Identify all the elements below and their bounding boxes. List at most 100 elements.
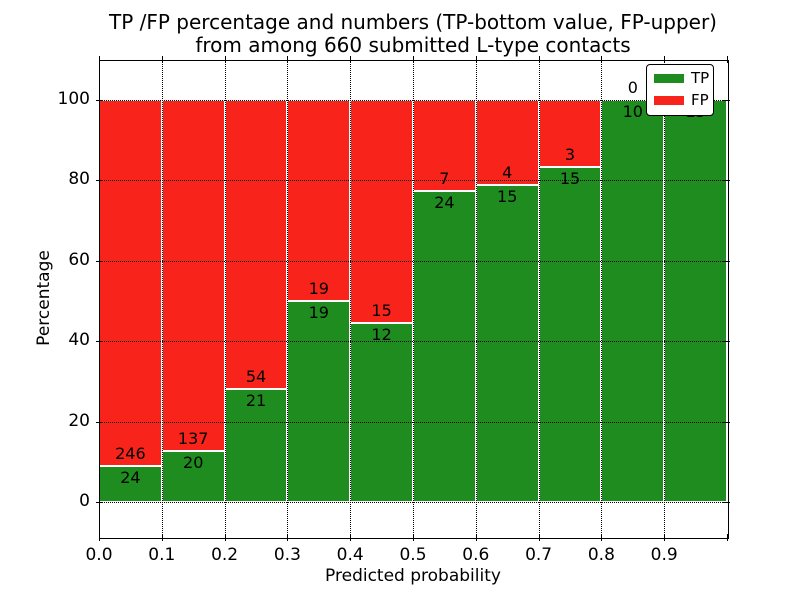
legend-swatch-fp-icon	[654, 96, 684, 105]
x-tick-mark	[475, 56, 477, 63]
x-tick-mark	[727, 56, 728, 63]
x-tick-mark	[664, 534, 666, 541]
x-tick-mark	[413, 56, 414, 63]
x-tick-mark	[161, 56, 163, 63]
x-tick-mark	[538, 534, 540, 541]
bar-segment-tp	[538, 167, 602, 502]
x-axis-label: Predicted probability	[325, 566, 501, 586]
x-tick-mark	[224, 56, 226, 63]
bar-segment-tp	[413, 190, 476, 502]
y-tick-mark	[723, 100, 730, 101]
bar-segment-tp	[475, 184, 539, 502]
y-tick-label: 80	[68, 169, 90, 190]
y-tick-mark	[96, 421, 103, 423]
bar-label-tp: 20	[183, 452, 204, 472]
gridline-vertical	[664, 60, 666, 537]
x-tick-label: 0.1	[148, 545, 176, 565]
x-tick-mark	[161, 534, 163, 541]
x-tick-label: 0.6	[462, 545, 490, 565]
x-tick-mark	[538, 56, 540, 63]
x-tick-mark	[350, 56, 352, 63]
x-tick-label: 0.4	[336, 545, 364, 565]
legend-box: TP FP	[646, 64, 714, 116]
y-tick-mark	[723, 180, 730, 182]
bar-label-fp: 4	[502, 162, 513, 182]
x-tick-mark	[601, 56, 603, 63]
bar-label-fp: 0	[627, 78, 638, 97]
bar-label-fp: 15	[371, 301, 392, 321]
bar-label-tp: 15	[559, 169, 581, 188]
bar-label-fp: 246	[115, 444, 146, 464]
chart-title-line1: TP /FP percentage and numbers (TP-bottom…	[109, 10, 717, 34]
y-tick-label: 100	[57, 89, 90, 109]
legend-swatch-tp-icon	[654, 74, 684, 83]
y-tick-label: 60	[68, 249, 90, 270]
gridline-vertical	[224, 60, 226, 537]
bar-label-tp: 24	[434, 192, 455, 212]
gridline-vertical	[161, 60, 163, 537]
x-tick-mark	[601, 534, 603, 541]
x-tick-label: 0.7	[525, 545, 553, 565]
y-tick-mark	[723, 341, 730, 343]
plot-area: 2462413720542119191512724415315010015	[99, 60, 727, 537]
bar-segment-tp	[664, 100, 727, 502]
x-tick-mark	[287, 56, 289, 63]
x-tick-mark	[475, 534, 477, 541]
y-tick-mark	[96, 260, 103, 262]
y-tick-mark	[723, 260, 730, 262]
x-tick-mark	[664, 56, 666, 63]
bar-label-fp: 7	[439, 168, 450, 188]
bar-label-tp: 10	[622, 102, 643, 121]
bar-segment-tp	[161, 450, 225, 502]
gridline-vertical	[287, 60, 289, 537]
bar-label-fp: 3	[564, 145, 576, 164]
gridline-vertical	[475, 60, 477, 537]
x-tick-label: 0.5	[399, 545, 427, 565]
y-tick-mark	[96, 502, 103, 503]
x-tick-mark	[350, 534, 352, 541]
x-tick-label: 0.9	[650, 545, 678, 565]
x-tick-label: 0.0	[85, 545, 113, 565]
legend-entry-fp: FP	[654, 91, 709, 109]
bar-segment-tp	[350, 323, 413, 502]
bar-label-tp: 15	[497, 186, 518, 206]
x-tick-mark	[413, 534, 414, 541]
x-tick-mark	[99, 534, 100, 541]
chart-title-line2: from among 660 submitted L-type contacts	[195, 33, 631, 57]
bar-label-fp: 137	[177, 428, 209, 448]
legend-entry-tp: TP	[654, 69, 710, 87]
x-tick-label: 0.3	[273, 545, 301, 565]
bar-segment-tp	[99, 466, 162, 502]
bar-label-tp: 21	[245, 391, 267, 411]
y-tick-mark	[723, 502, 730, 503]
bar-segment-fp	[287, 100, 351, 301]
bar-label-tp: 19	[308, 303, 329, 322]
legend-label-tp: TP	[691, 69, 710, 87]
bar-label-fp: 54	[245, 367, 267, 387]
bar-label-tp: 12	[371, 325, 392, 345]
bar-segment-tp	[287, 301, 351, 502]
y-tick-mark	[96, 341, 103, 343]
bar-segment-fp	[413, 100, 476, 191]
x-tick-label: 0.8	[587, 545, 615, 565]
bar-label-tp: 24	[120, 468, 141, 488]
gridline-vertical	[350, 60, 352, 537]
y-tick-mark	[96, 100, 103, 101]
gridline-vertical	[601, 60, 603, 537]
gridline-vertical	[413, 60, 414, 537]
y-tick-mark	[723, 421, 730, 423]
y-tick-label: 0	[79, 491, 90, 511]
gridline-vertical	[538, 60, 540, 537]
y-tick-label: 20	[68, 410, 90, 431]
y-tick-label: 40	[68, 330, 90, 351]
bar-segment-fp	[350, 100, 413, 324]
x-tick-mark	[727, 534, 728, 541]
x-tick-mark	[99, 56, 100, 63]
bar-segment-tp	[601, 100, 665, 502]
legend-label-fp: FP	[691, 91, 709, 109]
bar-segment-fp	[224, 100, 288, 390]
bar-segment-fp	[99, 100, 162, 467]
x-tick-mark	[287, 534, 289, 541]
bar-segment-fp	[161, 100, 225, 451]
